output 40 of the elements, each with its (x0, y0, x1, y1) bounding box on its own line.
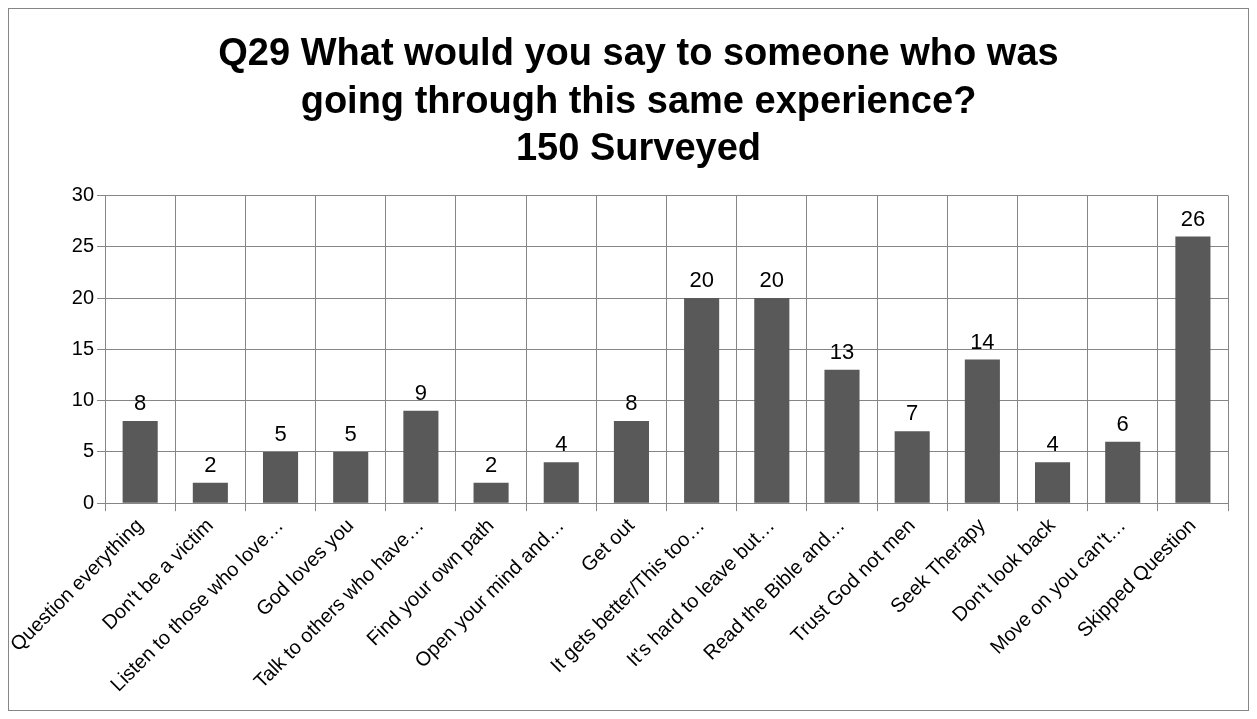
bar (613, 421, 649, 503)
bar (824, 369, 860, 503)
y-tick-label: 0 (82, 490, 95, 513)
bar (964, 359, 1000, 503)
bar (1175, 236, 1211, 503)
chart-title: Q29 What would you say to someone who was going through this same experience? 150 Surveyed (218, 31, 1059, 169)
data-label: 2 (484, 451, 498, 477)
bar (684, 298, 720, 503)
bar (192, 482, 228, 503)
bar (1035, 462, 1071, 503)
y-tick-label: 25 (71, 234, 95, 257)
y-tick-label: 30 (71, 183, 95, 206)
data-label: 9 (414, 379, 428, 405)
data-label: 26 (1180, 205, 1206, 231)
data-label: 6 (1116, 410, 1129, 436)
y-tick-label: 15 (71, 336, 95, 359)
bar (473, 482, 509, 503)
data-label: 14 (970, 328, 995, 354)
data-label: 4 (1046, 431, 1059, 457)
data-label: 2 (204, 451, 217, 477)
data-label: 8 (134, 390, 147, 416)
data-label: 20 (689, 267, 714, 293)
bar (122, 421, 158, 503)
data-label: 7 (906, 400, 919, 426)
bar (1105, 441, 1141, 503)
data-label: 20 (759, 267, 785, 293)
data-label: 4 (555, 431, 568, 457)
data-label: 13 (829, 338, 855, 364)
bar (403, 410, 439, 503)
bar (333, 451, 369, 503)
bar (543, 462, 579, 503)
data-label: 5 (344, 420, 357, 446)
data-label: 5 (274, 420, 287, 446)
bar (262, 451, 299, 503)
bar (894, 431, 930, 503)
y-tick-label: 20 (71, 285, 95, 308)
bar (754, 298, 790, 503)
y-tick-label: 5 (82, 439, 95, 462)
data-label: 8 (625, 390, 638, 416)
y-tick-label: 10 (71, 388, 95, 411)
